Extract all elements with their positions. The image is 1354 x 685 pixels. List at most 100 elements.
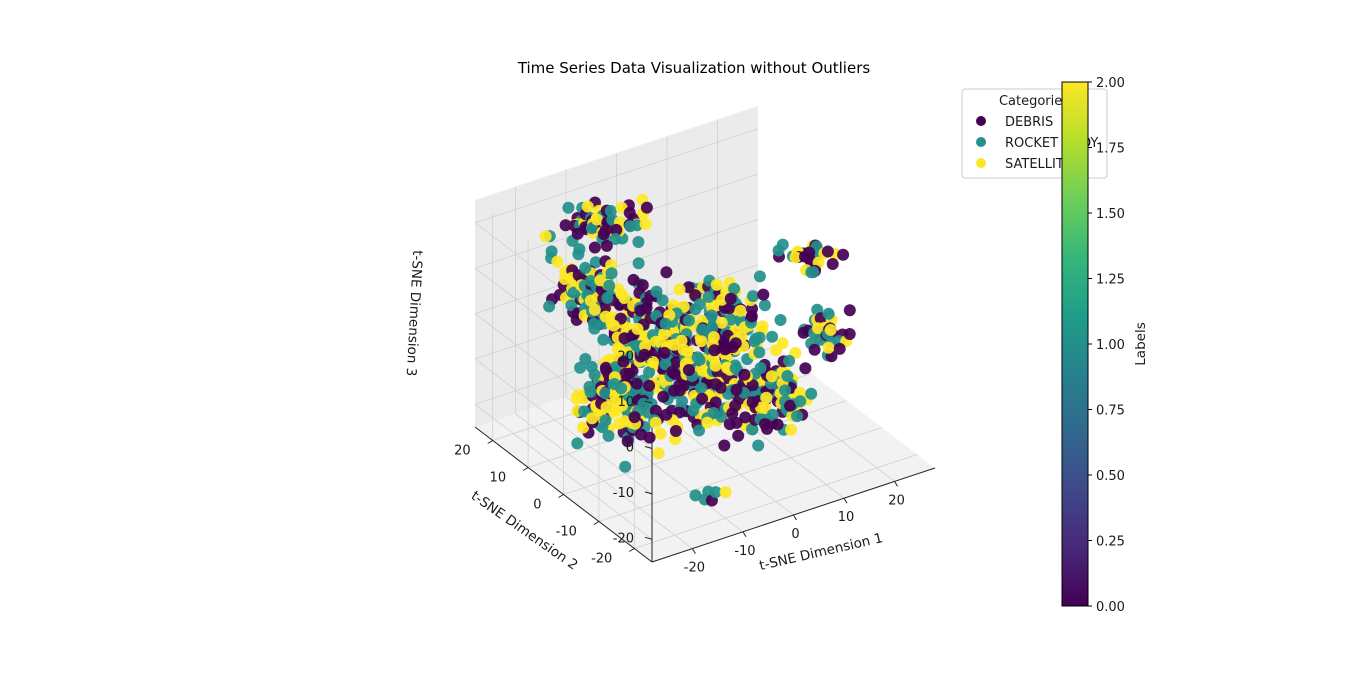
data-point [706, 321, 719, 334]
data-point [673, 384, 686, 397]
data-point [808, 343, 821, 356]
data-point [562, 201, 575, 214]
data-point [539, 230, 552, 243]
data-point [657, 390, 670, 403]
data-point [754, 362, 767, 374]
colorbar-label: Labels [1133, 322, 1149, 365]
data-point [632, 236, 645, 248]
data-point [766, 408, 779, 421]
data-point [610, 223, 623, 236]
data-point [770, 344, 782, 357]
z-tick-label: 0 [626, 441, 634, 456]
data-point [794, 386, 807, 399]
x-tick-label: -20 [684, 561, 705, 576]
data-point [843, 328, 856, 340]
legend-marker-satellite [976, 158, 986, 168]
data-point [588, 303, 601, 316]
z-tick-mark [644, 446, 653, 449]
data-point [757, 288, 770, 301]
data-point [585, 222, 598, 235]
data-point [753, 331, 766, 344]
data-point [760, 391, 773, 404]
grid-line [598, 427, 883, 522]
data-point [738, 368, 751, 381]
x-axis-title: t-SNE Dimension 1 [758, 530, 885, 574]
data-point [781, 370, 794, 382]
data-point [630, 339, 643, 352]
data-point [675, 334, 688, 347]
data-point [652, 447, 665, 460]
data-point [624, 220, 637, 233]
data-point [567, 286, 580, 299]
data-point [683, 314, 695, 327]
data-point [617, 355, 630, 368]
z-tick-mark [644, 536, 653, 540]
data-point [693, 424, 705, 437]
data-point [585, 360, 598, 373]
z-tick-label: 10 [617, 395, 634, 410]
z-axis-title: t-SNE Dimension 3 [403, 250, 426, 377]
data-point [649, 404, 662, 417]
data-point [797, 326, 810, 339]
data-point [571, 227, 584, 240]
data-point [702, 290, 715, 303]
data-point [650, 285, 663, 298]
data-point [691, 351, 704, 364]
legend-marker-rocket-body [976, 137, 986, 147]
data-point [649, 416, 662, 429]
colorbar-tick-label: 1.00 [1096, 338, 1125, 353]
data-point [658, 328, 671, 340]
data-point [753, 346, 766, 359]
data-point [697, 364, 710, 377]
y-tick-mark [629, 548, 635, 552]
data-point [779, 384, 792, 397]
y-tick-mark [522, 467, 529, 471]
data-point [696, 323, 709, 336]
data-point [608, 378, 621, 390]
colorbar-gradient [1061, 81, 1089, 607]
data-point [587, 317, 600, 330]
data-point [601, 291, 614, 304]
data-point [745, 310, 758, 323]
data-point [753, 270, 766, 283]
data-point [812, 322, 824, 335]
data-point [837, 248, 850, 261]
data-point [709, 378, 722, 391]
data-point [824, 323, 837, 336]
data-point [574, 361, 587, 374]
data-point [559, 219, 572, 232]
data-point [631, 322, 644, 335]
data-point [756, 320, 769, 333]
data-point [605, 267, 618, 280]
data-point [584, 294, 597, 307]
y-tick-mark [593, 521, 600, 525]
data-point [594, 274, 607, 287]
data-point [618, 415, 631, 428]
chart-title: Time Series Data Visualization without O… [517, 59, 871, 77]
data-point [618, 292, 631, 304]
data-point [747, 290, 759, 303]
data-point [720, 361, 733, 374]
data-point [715, 316, 728, 329]
data-point [603, 279, 616, 292]
data-point [695, 382, 708, 395]
data-point [693, 298, 706, 311]
data-point [785, 423, 798, 436]
data-point [730, 383, 743, 396]
data-point [669, 425, 682, 437]
data-point [640, 201, 653, 214]
z-tick-label: 20 [617, 350, 634, 365]
data-point [614, 344, 627, 357]
colorbar-tick-label: 1.25 [1096, 273, 1125, 288]
data-point [602, 429, 615, 442]
z-tick-mark [644, 355, 653, 359]
data-point [729, 362, 742, 375]
grid-line [474, 403, 653, 540]
data-point [709, 486, 722, 499]
data-point [791, 410, 803, 423]
data-point [616, 399, 628, 412]
x-tick-mark [742, 531, 747, 538]
data-point [621, 435, 634, 448]
data-point [628, 411, 641, 424]
